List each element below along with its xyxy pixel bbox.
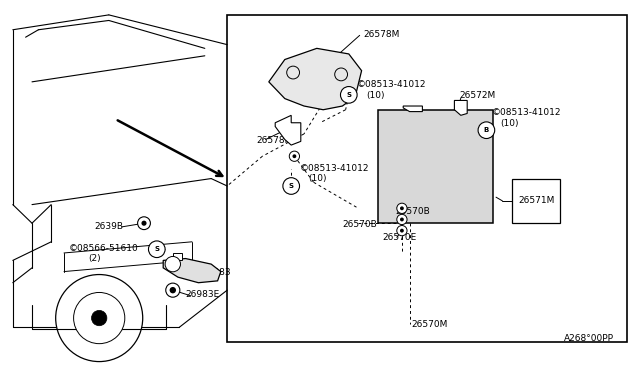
Text: ©08566-51610: ©08566-51610 (69, 244, 139, 253)
Text: 2639B: 2639B (95, 222, 124, 231)
Text: B: B (484, 127, 489, 133)
Bar (512, 179, 560, 223)
Text: ©08513-41012: ©08513-41012 (300, 164, 369, 173)
Circle shape (92, 310, 107, 326)
Circle shape (56, 275, 143, 362)
Text: S: S (289, 183, 294, 189)
Text: 26572M: 26572M (460, 91, 496, 100)
Circle shape (166, 283, 180, 297)
Polygon shape (403, 106, 422, 112)
Circle shape (283, 178, 300, 194)
Text: A268°00PP: A268°00PP (564, 334, 614, 343)
Polygon shape (454, 100, 467, 115)
Text: 26983: 26983 (202, 268, 231, 277)
Circle shape (292, 154, 296, 158)
Circle shape (397, 225, 407, 236)
Text: ©08513-41012: ©08513-41012 (357, 80, 427, 89)
Polygon shape (275, 115, 301, 145)
Circle shape (138, 217, 150, 230)
Circle shape (74, 292, 125, 344)
Text: ©08513-41012: ©08513-41012 (492, 108, 561, 117)
Circle shape (400, 229, 404, 232)
Circle shape (289, 151, 300, 161)
Text: S: S (154, 246, 159, 252)
Text: (10): (10) (500, 119, 519, 128)
Circle shape (478, 122, 495, 138)
Circle shape (397, 214, 407, 225)
Text: (10): (10) (366, 91, 385, 100)
Circle shape (397, 203, 407, 214)
Circle shape (148, 241, 165, 257)
Circle shape (141, 221, 147, 226)
Text: 26571M: 26571M (518, 196, 555, 205)
Circle shape (165, 256, 180, 272)
Text: 26983E: 26983E (186, 290, 220, 299)
Polygon shape (269, 48, 362, 110)
Polygon shape (163, 259, 221, 283)
Text: (10): (10) (308, 174, 327, 183)
Polygon shape (173, 253, 182, 260)
Text: 26570E: 26570E (383, 233, 417, 242)
Circle shape (400, 218, 404, 221)
Text: 26578M: 26578M (364, 30, 400, 39)
Text: S: S (346, 92, 351, 98)
Circle shape (170, 287, 176, 294)
Text: (2): (2) (88, 254, 101, 263)
Bar (378, 110, 493, 223)
Text: 26570M: 26570M (411, 320, 447, 329)
Bar (227, 15, 627, 342)
Text: 26570B: 26570B (342, 220, 377, 229)
Text: 26578MA: 26578MA (256, 136, 298, 145)
Text: 26570B: 26570B (395, 207, 429, 216)
Circle shape (400, 206, 404, 210)
Circle shape (340, 87, 357, 103)
